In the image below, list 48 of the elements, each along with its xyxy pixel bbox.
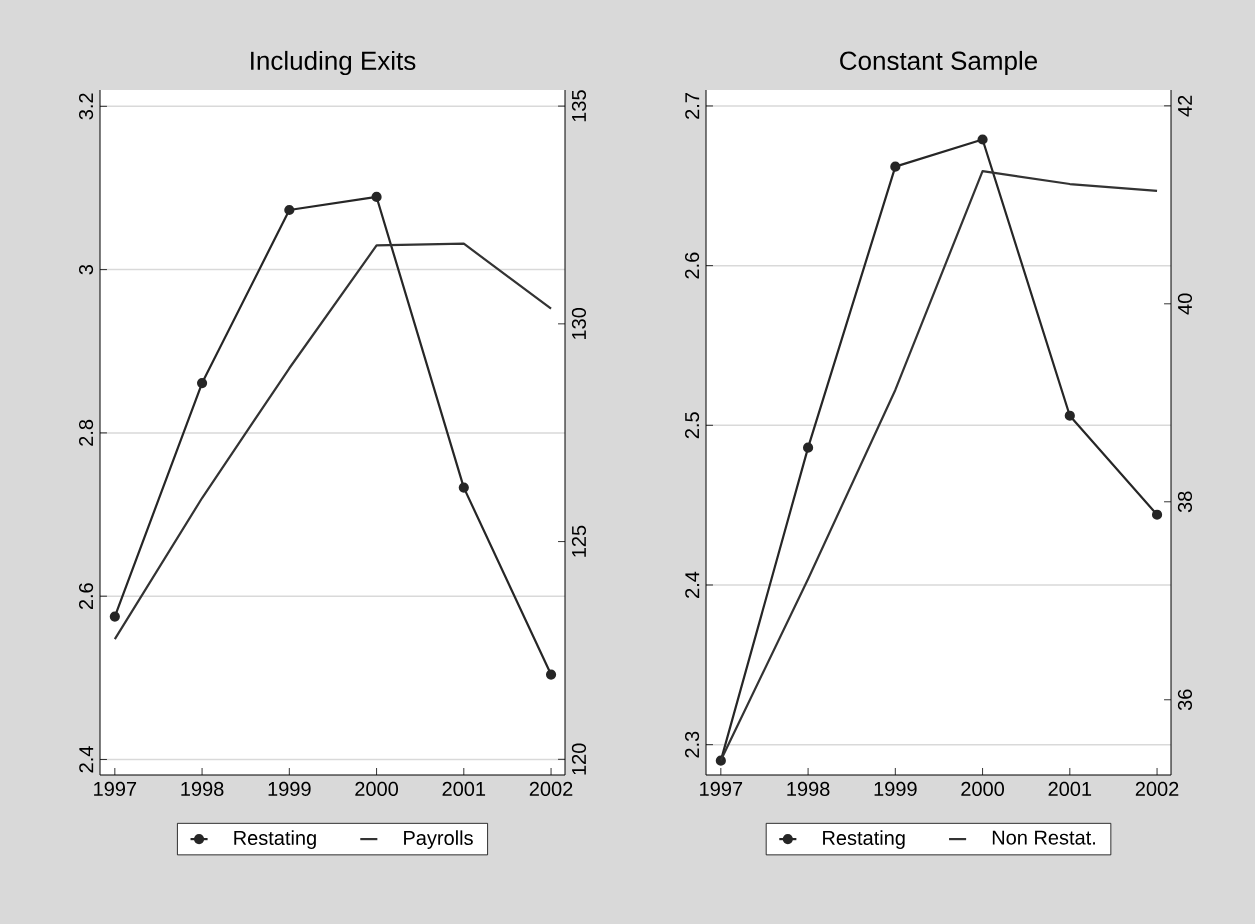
- legend-label: Payrolls: [404, 830, 473, 849]
- y-tick-label: 2.5: [684, 412, 700, 439]
- y-tick-label: 2.6: [78, 583, 94, 610]
- y-tick-label: 2.6: [684, 252, 700, 279]
- x-tick-label: 1997: [94, 781, 137, 797]
- legend-label: Non Restat.: [992, 830, 1095, 845]
- chart-title: Including Exits: [251, 50, 416, 76]
- x-tick-label: 1998: [787, 781, 830, 797]
- y-tick-label: 2.4: [79, 746, 94, 773]
- x-tick-label: 2002: [529, 781, 573, 797]
- x-tick-label: 1998: [181, 781, 224, 797]
- x-tick-label: 2001: [442, 781, 486, 797]
- y-tick-label: 2.8: [78, 419, 94, 446]
- point: [1064, 410, 1075, 421]
- y2-tick-label: 40: [1177, 293, 1193, 315]
- y-tick-label: 2.4: [685, 571, 700, 598]
- point: [458, 482, 469, 493]
- y-tick-label: 3: [78, 264, 94, 275]
- point: [977, 134, 988, 145]
- y2-tick-label: 36: [1177, 689, 1193, 711]
- point: [109, 611, 120, 622]
- legend-label: Restating: [234, 830, 316, 849]
- point: [545, 669, 557, 680]
- point: [802, 442, 814, 453]
- y2-tick-label: 38: [1177, 491, 1193, 513]
- point: [1151, 509, 1163, 520]
- point: [196, 378, 208, 389]
- y2-tick-label: 135: [571, 90, 587, 122]
- point: [284, 204, 295, 216]
- legend-label: Restating: [823, 830, 905, 849]
- y2-tick-label: 42: [1177, 95, 1192, 117]
- y2-tick-label: 130: [571, 307, 587, 340]
- x-tick-label: 2000: [961, 781, 1005, 797]
- y-tick-label: 2.3: [684, 731, 700, 758]
- y2-tick-label: 125: [571, 525, 587, 557]
- x-tick-label: 1999: [268, 781, 311, 797]
- y2-tick-label: 120: [571, 743, 587, 775]
- x-tick-label: 1999: [874, 781, 917, 797]
- line-series: [113, 242, 553, 641]
- chart-title: Constant Sample: [840, 50, 1038, 76]
- point: [371, 191, 382, 203]
- point: [890, 161, 901, 172]
- x-tick-label: 2002: [1135, 781, 1179, 797]
- x-tick-label: 2000: [355, 781, 399, 797]
- x-tick-label: 1997: [700, 781, 743, 797]
- y-tick-label: 2.7: [685, 93, 700, 119]
- y-tick-label: 3.2: [78, 93, 94, 120]
- x-tick-label: 2001: [1048, 781, 1092, 797]
